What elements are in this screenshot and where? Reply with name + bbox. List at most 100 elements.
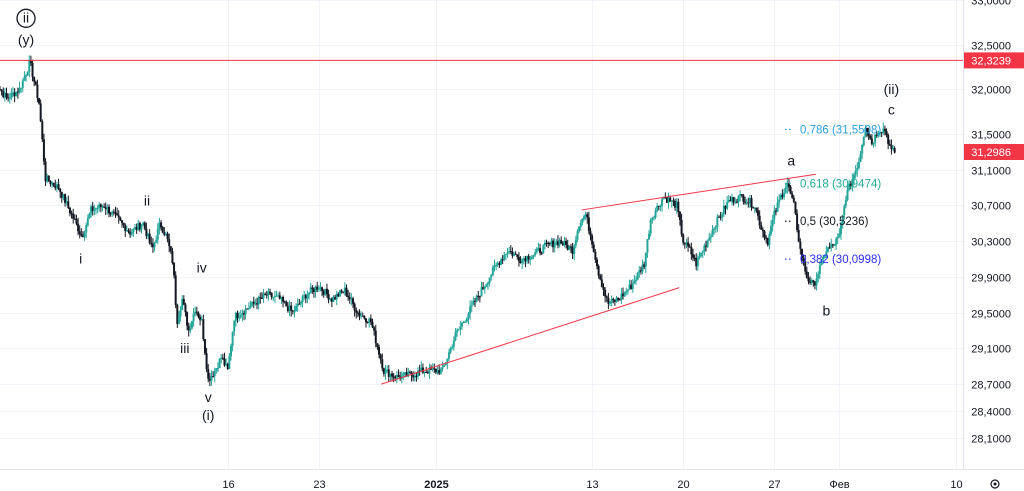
candle-body: [179, 310, 182, 317]
trendline-lower[interactable]: [381, 287, 680, 385]
candle-body: [408, 371, 411, 373]
candle-body: [351, 298, 354, 304]
candle-body: [25, 75, 28, 77]
candle-body: [338, 290, 341, 297]
candle-body: [617, 298, 620, 300]
candle-body: [168, 239, 171, 247]
wave-label: b: [822, 302, 830, 318]
candle-body: [360, 315, 363, 317]
candle-body: [329, 298, 332, 300]
candle-body: [319, 287, 322, 289]
candle-body: [262, 293, 265, 299]
candle-body: [638, 270, 641, 273]
candle-body: [526, 255, 529, 262]
candle-body: [80, 234, 83, 236]
candle-body: [669, 197, 672, 202]
candle-body: [64, 194, 67, 204]
candle-body: [636, 272, 639, 280]
candle-body: [687, 242, 690, 247]
candle-body: [177, 316, 180, 324]
candle-body: [129, 231, 132, 235]
candle-body: [547, 242, 550, 244]
candle-body: [267, 291, 270, 296]
candle-body: [233, 320, 236, 332]
time-axis[interactable]: 16232025132027Фев1017: [0, 469, 1024, 491]
candle-body: [698, 256, 701, 258]
candle-body: [415, 375, 418, 377]
candle-body: [187, 325, 190, 331]
candle-body: [182, 298, 185, 305]
candle-body: [55, 184, 58, 189]
candle-body: [417, 370, 420, 376]
candle-body: [508, 251, 511, 253]
candle-body: [132, 228, 135, 233]
candle-body: [856, 168, 859, 171]
candle-body: [716, 216, 719, 228]
candle-body: [768, 233, 771, 245]
candle-body: [282, 297, 285, 302]
fib-level-label: 0,618 (30,9474): [800, 178, 881, 190]
candle-body: [498, 263, 501, 265]
candle-body: [229, 345, 232, 357]
candle-body: [153, 242, 156, 248]
candle-body: [620, 293, 623, 300]
candle-body: [848, 183, 851, 190]
candle-body: [480, 287, 483, 297]
candle-body: [114, 212, 117, 214]
candle-body: [221, 357, 224, 359]
candle-body: [794, 201, 797, 214]
candle-body: [861, 145, 864, 154]
candle-body: [857, 161, 860, 169]
candle-body: [433, 368, 436, 370]
candle-body: [755, 207, 758, 211]
candle-body: [569, 246, 572, 248]
candle-body: [717, 216, 720, 218]
candle-body: [706, 240, 709, 247]
candle-body: [23, 76, 26, 81]
candle-body: [293, 311, 296, 313]
candle-body: [73, 218, 76, 220]
candle-body: [348, 297, 351, 300]
candle-body: [815, 278, 818, 286]
candle-body: [127, 230, 130, 232]
candle-body: [859, 153, 862, 162]
candle-body: [392, 376, 395, 378]
candle-body: [460, 322, 463, 327]
candle-body: [20, 87, 23, 89]
candle-body: [517, 256, 520, 262]
candle-body: [449, 347, 452, 353]
candle-body: [890, 145, 893, 150]
candle-body: [60, 192, 63, 198]
candle-body: [327, 294, 330, 300]
candle-body: [31, 63, 34, 78]
candle-body: [892, 148, 895, 150]
candle-body: [145, 228, 148, 237]
fib-level-label: 0,786 (31,5508): [800, 124, 881, 136]
price-tick-label: 31,1000: [971, 166, 1011, 178]
candle-body: [539, 248, 542, 253]
candle-body: [112, 211, 115, 213]
candle-body: [563, 240, 566, 246]
candle-body: [394, 376, 397, 379]
candle-body: [150, 242, 153, 245]
candle-body: [337, 293, 340, 297]
candle-body: [124, 225, 127, 232]
candle-body: [244, 308, 247, 315]
candle-body: [534, 252, 537, 256]
candle-body: [190, 321, 193, 329]
trendline-upper[interactable]: [581, 173, 817, 211]
candle-body: [444, 363, 447, 366]
candle-body: [70, 213, 73, 215]
candle-body: [457, 329, 460, 331]
settings-gear-icon[interactable]: [990, 479, 1000, 489]
candle-body: [355, 310, 358, 313]
candle-body: [784, 187, 787, 193]
price-axis[interactable]: 33,0000 32,5000 32,0000 31,5000 31,1000 30,70…: [963, 0, 1024, 469]
candle-body: [830, 244, 833, 248]
candle-body: [371, 321, 374, 328]
candle-body: [748, 198, 751, 203]
wave-label: i: [79, 251, 82, 267]
candle-body: [661, 199, 664, 206]
candle-body: [2, 91, 5, 98]
